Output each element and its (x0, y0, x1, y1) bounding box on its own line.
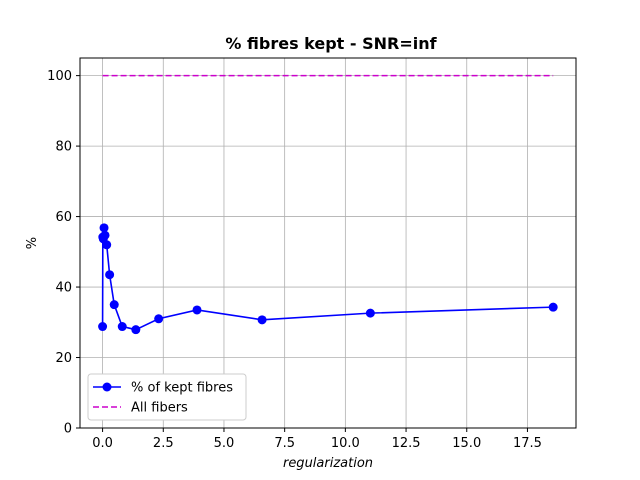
x-tick-label: 12.5 (392, 436, 421, 451)
legend-label: % of kept fibres (131, 381, 233, 396)
legend: % of kept fibres All fibers (87, 373, 247, 421)
plot-frame (79, 57, 577, 429)
x-tick-label: 15.0 (452, 436, 481, 451)
data-point (257, 315, 267, 325)
data-point (117, 322, 127, 332)
x-tick-label: 0.0 (92, 436, 113, 451)
x-tick-label: 2.5 (153, 436, 174, 451)
data-point (109, 300, 119, 310)
legend-label: All fibers (131, 401, 188, 416)
y-tick-label: 20 (55, 351, 72, 366)
y-tick-label: 40 (55, 281, 72, 296)
data-point (365, 308, 375, 318)
data-point (102, 240, 112, 250)
data-point (99, 223, 109, 233)
grid-lines (80, 58, 576, 429)
series-layer (98, 74, 558, 335)
x-tick-label: 5.0 (214, 436, 235, 451)
data-point (154, 314, 164, 324)
y-tick-label: 100 (47, 69, 72, 84)
data-point (100, 230, 110, 240)
data-point (548, 302, 558, 312)
chart-title: % fibres kept - SNR=inf (225, 34, 437, 53)
y-tick-label: 0 (64, 422, 72, 437)
y-axis-label: % (25, 237, 40, 249)
data-point (192, 305, 202, 315)
data-point (98, 322, 108, 332)
y-tick-label: 80 (55, 140, 72, 155)
x-tick-label: 10.0 (331, 436, 360, 451)
x-tick-label: 7.5 (274, 436, 295, 451)
y-tick-label: 60 (55, 210, 72, 225)
legend-frame (87, 373, 247, 421)
axis-ticks: 0.0 2.5 5.0 7.5 10.0 12.5 15.0 17.5 0 20 40 60 80 100 (47, 69, 542, 451)
data-point (131, 325, 141, 335)
series-line-1 (101, 227, 554, 331)
legend-marker (102, 382, 112, 392)
data-point (105, 270, 115, 280)
x-tick-label: 17.5 (513, 436, 542, 451)
x-axis-label: regularization (283, 456, 373, 471)
